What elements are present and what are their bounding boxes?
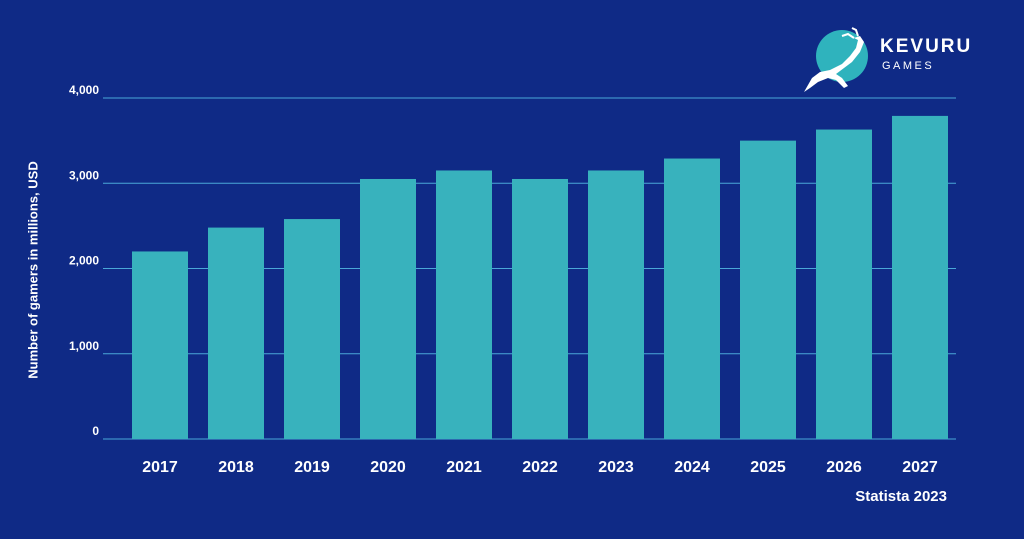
deer-icon [804, 27, 864, 92]
bar [132, 251, 188, 439]
x-tick-label: 2020 [370, 459, 406, 476]
x-tick-label: 2024 [674, 459, 710, 476]
x-tick-label: 2027 [902, 459, 938, 476]
bar [816, 129, 872, 440]
x-tick-label: 2021 [446, 459, 482, 476]
y-axis-label: Number of gamers in millions, USD [25, 161, 41, 379]
logo-name: KEVURU [880, 36, 973, 57]
x-tick-label: 2019 [294, 459, 330, 476]
y-tick-label: 2,000 [69, 254, 99, 268]
x-tick-label: 2026 [826, 459, 862, 476]
bar [284, 219, 340, 439]
logo-subtitle: GAMES [882, 60, 935, 72]
x-tick-label: 2023 [598, 459, 634, 476]
x-tick-label: 2018 [218, 459, 254, 476]
bar [436, 170, 492, 439]
y-tick-label: 0 [92, 424, 99, 438]
y-tick-label: 1,000 [69, 339, 99, 353]
bar [740, 140, 796, 439]
source-label: Statista 2023 [855, 488, 947, 505]
x-tick-label: 2017 [142, 459, 178, 476]
bar [512, 178, 568, 440]
bar [588, 170, 644, 439]
bar [664, 158, 720, 439]
y-tick-label: 3,000 [69, 168, 99, 182]
bar [892, 115, 948, 439]
x-tick-label: 2025 [750, 459, 786, 476]
kevuru-games-logo: KEVURU GAMES [802, 26, 982, 96]
bar [208, 227, 264, 439]
y-tick-label: 4,000 [69, 83, 99, 97]
bar [360, 178, 416, 440]
x-tick-label: 2022 [522, 459, 558, 476]
